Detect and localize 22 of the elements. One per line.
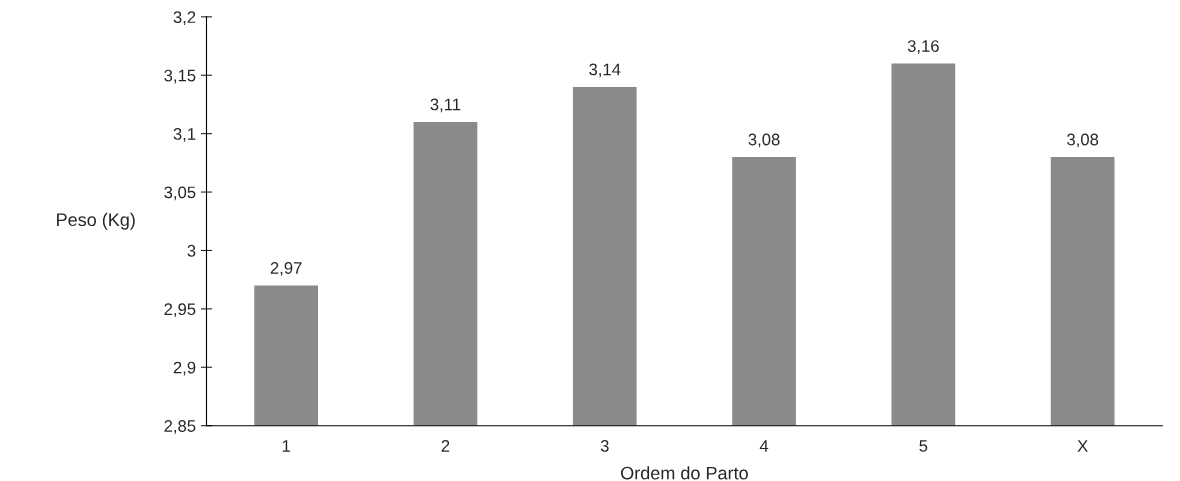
y-tick-label: 3 — [187, 244, 196, 257]
x-tick-label: 5 — [919, 440, 928, 452]
y-tick-label: 3,1 — [173, 128, 196, 142]
x-tick-label: 3 — [600, 440, 609, 452]
x-tick-label: X — [1077, 440, 1088, 452]
y-tick-label: 2,85 — [164, 420, 196, 434]
x-axis-title: Ordem do Parto — [621, 466, 748, 480]
y-tick-label: 3,15 — [164, 69, 196, 84]
y-tick-label: 3,2 — [173, 11, 196, 26]
y-tick-label: 2,95 — [164, 303, 196, 318]
x-tick-label: 2 — [441, 440, 450, 452]
data-label: 3,14 — [589, 63, 621, 78]
data-label: 3,11 — [430, 98, 461, 113]
data-label: 2,97 — [270, 262, 302, 276]
data-label: 3,08 — [748, 133, 780, 148]
x-tick-label: 4 — [759, 440, 769, 452]
x-tick-label: 1 — [282, 440, 290, 452]
y-axis-title: Peso (Kg) — [57, 212, 135, 230]
data-label: 3,16 — [907, 40, 939, 54]
y-tick-label: 2,9 — [173, 361, 196, 376]
data-label: 3,08 — [1067, 133, 1099, 148]
y-tick-label: 3,05 — [164, 186, 196, 201]
